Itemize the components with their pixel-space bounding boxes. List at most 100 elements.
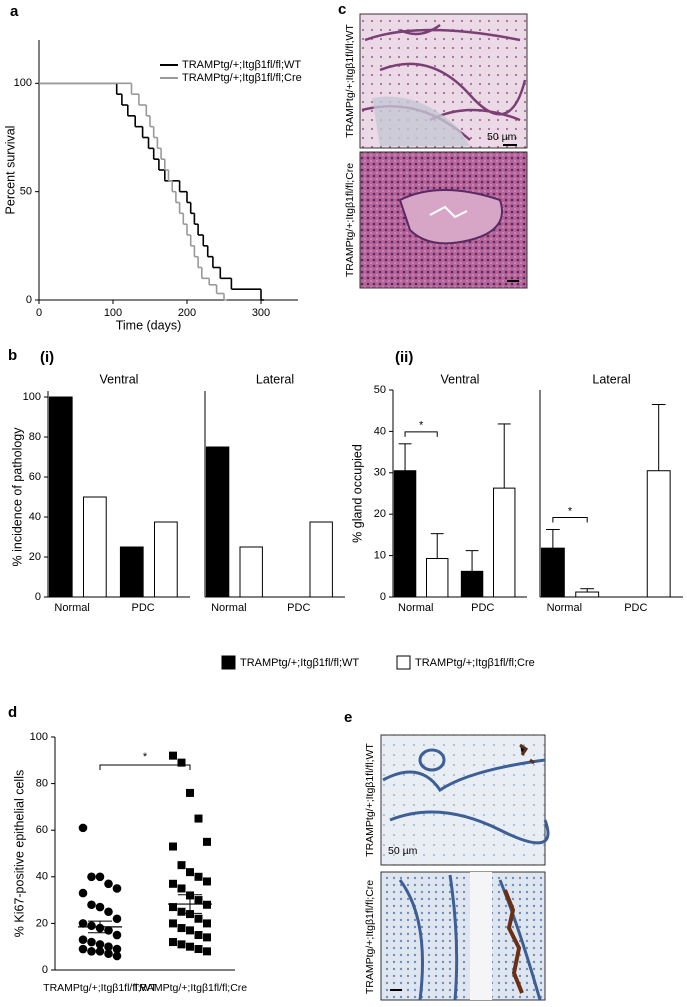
y-axis-label: % gland occupied xyxy=(350,444,364,543)
y-tick-label: 40 xyxy=(374,425,386,437)
x-tick-label: PDC xyxy=(287,602,310,614)
bar xyxy=(205,446,230,598)
scale-bar-label: 50 µm xyxy=(388,845,418,857)
data-point xyxy=(112,930,122,940)
y-tick-label: 60 xyxy=(29,471,41,483)
data-point xyxy=(104,879,113,889)
data-point xyxy=(169,879,177,888)
y-axis-label: Percent survival xyxy=(3,126,17,215)
data-point xyxy=(186,868,194,877)
y-tick-label: 50 xyxy=(20,186,32,198)
data-point xyxy=(194,914,203,923)
x-tick-label: TRAMPtg/+;Itgβ1fl/fl;WT xyxy=(43,982,157,994)
y-axis-label: % Ki67-positive epithelial cells xyxy=(12,770,26,937)
data-point xyxy=(87,937,96,947)
micrograph-label: TRAMPtg/+;Itgβ1fl/fl;WT xyxy=(344,24,356,138)
micrograph xyxy=(380,734,550,866)
data-point xyxy=(203,837,211,846)
data-point xyxy=(112,884,122,893)
x-tick-label: Normal xyxy=(547,602,582,614)
data-point xyxy=(177,861,186,870)
data-point xyxy=(177,884,186,893)
y-tick-label: 100 xyxy=(30,731,48,743)
y-tick-label: 50 xyxy=(374,384,386,396)
y-tick-label: 20 xyxy=(374,508,386,520)
x-tick-label: Normal xyxy=(54,602,89,614)
data-point xyxy=(186,910,194,919)
y-tick-label: 40 xyxy=(36,871,48,883)
data-point xyxy=(95,947,105,956)
x-tick-label: 300 xyxy=(252,307,270,319)
legend-swatch xyxy=(221,655,236,670)
x-tick-label: 100 xyxy=(104,307,122,319)
significance-bracket xyxy=(99,764,191,770)
data-point xyxy=(194,814,203,823)
data-point xyxy=(169,919,177,928)
bar xyxy=(646,470,671,598)
legend-swatch xyxy=(396,655,411,670)
x-tick-label: Normal xyxy=(211,602,246,614)
x-tick-label: PDC xyxy=(471,602,494,614)
data-point xyxy=(169,842,177,851)
bar xyxy=(575,591,600,598)
micrograph-label: TRAMPtg/+;Itgβ1fl/fl;Cre xyxy=(344,163,356,277)
data-point xyxy=(78,935,88,945)
bar xyxy=(83,496,107,598)
data-point xyxy=(78,919,88,928)
data-point xyxy=(95,872,105,882)
x-tick-label: Normal xyxy=(398,602,433,614)
significance-label: * xyxy=(568,505,573,517)
x-tick-label: 0 xyxy=(36,307,42,319)
chart-title: Ventral xyxy=(100,372,139,386)
chart-title: Ventral xyxy=(441,372,480,386)
data-point xyxy=(194,945,203,954)
y-tick-label: 60 xyxy=(36,824,48,836)
data-point xyxy=(177,758,186,767)
y-tick-label: 30 xyxy=(374,467,386,479)
x-tick-label: PDC xyxy=(624,602,647,614)
data-point xyxy=(203,933,211,942)
bar xyxy=(48,396,73,598)
data-point xyxy=(177,940,186,949)
x-tick-label: 200 xyxy=(178,307,196,319)
subpanel-label: (ii) xyxy=(395,349,413,366)
micrograph-label: TRAMPtg/+;Itgβ1fl/fl;Cre xyxy=(364,880,376,994)
data-point xyxy=(87,872,96,882)
y-tick-label: 100 xyxy=(23,391,41,403)
x-tick-label: PDC xyxy=(132,602,155,614)
data-point xyxy=(112,914,122,924)
chart-title: Lateral xyxy=(592,372,630,386)
legend-label: TRAMPtg/+;Itgβ1fl/fl;Cre xyxy=(415,657,535,669)
data-point xyxy=(177,907,186,916)
data-point xyxy=(95,902,105,912)
y-tick-label: 40 xyxy=(29,511,41,523)
data-point xyxy=(169,903,177,912)
micrograph-label: TRAMPtg/+;Itgβ1fl/fl;WT xyxy=(364,743,376,857)
data-point xyxy=(203,947,211,956)
y-tick-label: 0 xyxy=(42,964,48,976)
bar xyxy=(540,547,565,598)
data-point xyxy=(78,888,88,898)
data-point xyxy=(194,872,203,881)
data-point xyxy=(112,944,122,954)
y-tick-label: 80 xyxy=(36,778,48,790)
y-tick-label: 0 xyxy=(26,294,32,306)
data-point xyxy=(169,751,177,760)
y-tick-label: 0 xyxy=(35,591,41,603)
data-point xyxy=(104,949,113,958)
panel-label: e xyxy=(344,709,352,726)
y-tick-label: 20 xyxy=(36,917,48,929)
bar xyxy=(393,470,417,598)
data-point xyxy=(203,877,211,886)
panel-label: c xyxy=(338,1,346,18)
chart-title: Lateral xyxy=(256,372,294,386)
y-tick-label: 100 xyxy=(14,77,32,89)
data-point xyxy=(104,907,113,917)
data-point xyxy=(186,942,194,951)
significance-bracket xyxy=(552,517,588,523)
panel-label: b xyxy=(8,347,17,364)
data-point xyxy=(203,919,211,928)
data-point xyxy=(203,900,211,909)
bar xyxy=(460,570,484,598)
